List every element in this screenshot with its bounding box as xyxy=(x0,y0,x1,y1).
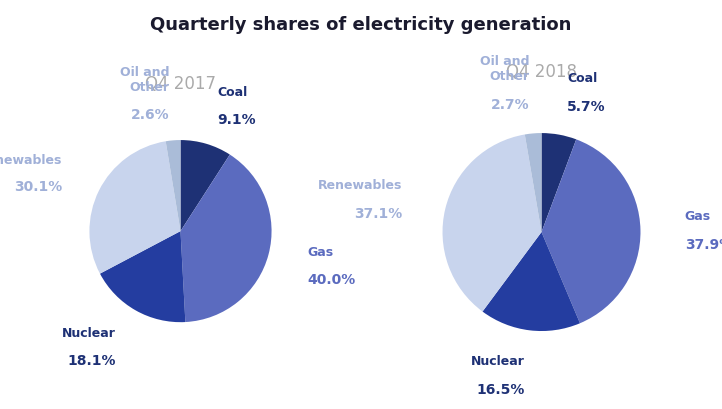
Text: 2.6%: 2.6% xyxy=(131,108,170,121)
Wedge shape xyxy=(542,140,640,324)
Text: Q4 2018: Q4 2018 xyxy=(506,63,577,81)
Text: Renewables: Renewables xyxy=(0,153,63,166)
Wedge shape xyxy=(482,232,580,331)
Text: Q4 2017: Q4 2017 xyxy=(145,75,216,93)
Text: 37.9%: 37.9% xyxy=(684,237,722,251)
Text: Gas: Gas xyxy=(308,245,334,258)
Text: 2.7%: 2.7% xyxy=(491,98,529,112)
Wedge shape xyxy=(180,141,230,231)
Text: Quarterly shares of electricity generation: Quarterly shares of electricity generati… xyxy=(150,16,572,34)
Wedge shape xyxy=(90,142,180,274)
Wedge shape xyxy=(542,134,576,232)
Text: Gas: Gas xyxy=(684,209,711,222)
Text: Nuclear: Nuclear xyxy=(471,354,524,367)
Text: Oil and
Other: Oil and Other xyxy=(121,66,170,94)
Text: Renewables: Renewables xyxy=(318,179,402,192)
Text: Coal: Coal xyxy=(567,71,597,84)
Text: 18.1%: 18.1% xyxy=(67,353,116,367)
Text: 9.1%: 9.1% xyxy=(218,112,256,126)
Text: 40.0%: 40.0% xyxy=(308,272,356,286)
Text: Oil and
Other: Oil and Other xyxy=(480,55,529,83)
Wedge shape xyxy=(165,141,180,231)
Text: 5.7%: 5.7% xyxy=(567,99,606,113)
Wedge shape xyxy=(443,135,542,312)
Text: 37.1%: 37.1% xyxy=(354,207,402,221)
Text: Coal: Coal xyxy=(218,85,248,99)
Text: 16.5%: 16.5% xyxy=(476,382,524,396)
Wedge shape xyxy=(180,155,271,322)
Wedge shape xyxy=(525,134,542,232)
Text: 30.1%: 30.1% xyxy=(14,180,63,194)
Wedge shape xyxy=(100,231,186,322)
Text: Nuclear: Nuclear xyxy=(61,326,116,339)
